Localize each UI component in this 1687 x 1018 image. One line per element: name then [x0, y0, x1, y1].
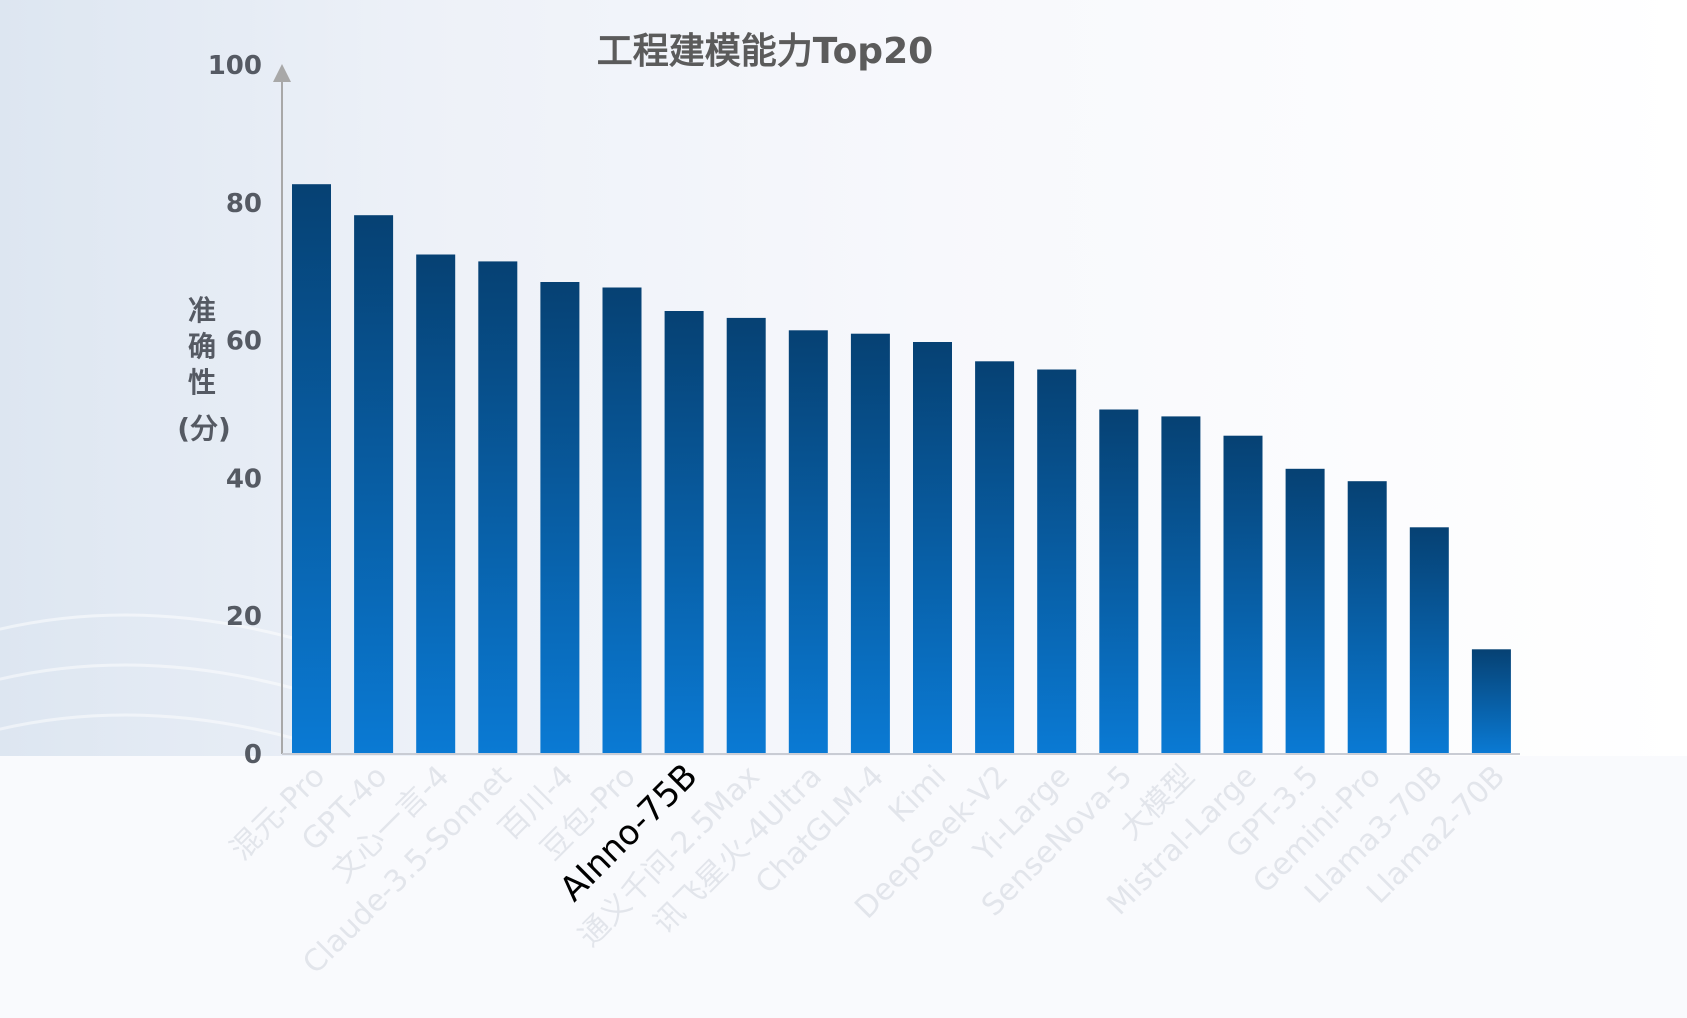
bar: [1285, 468, 1325, 754]
bar: [1161, 416, 1201, 754]
bar: [354, 215, 394, 754]
bar: [602, 287, 642, 754]
y-axis-label-char-2: 确: [188, 330, 216, 363]
y-tick-label: 20: [226, 602, 262, 632]
background-decoration: [0, 613, 301, 742]
bar: [726, 317, 766, 754]
y-tick-label: 80: [226, 189, 262, 219]
y-tick-label: 40: [226, 464, 262, 494]
bar: [850, 333, 890, 754]
y-axis-label-char-1: 准: [188, 294, 216, 327]
bar: [1223, 435, 1263, 754]
y-axis-label-unit: (分): [177, 412, 231, 445]
bar: [1347, 481, 1387, 754]
y-tick-label: 60: [226, 327, 262, 357]
decor-arc-1: [0, 613, 301, 642]
decor-arc-2: [0, 663, 301, 692]
bar: [1099, 409, 1139, 754]
chart-title: 工程建模能力Top20: [597, 31, 933, 72]
bar: [1409, 527, 1449, 754]
y-axis-label-char-3: 性: [188, 366, 216, 399]
y-tick-label: 100: [208, 51, 262, 81]
axes: [273, 64, 1520, 755]
bar: [788, 330, 828, 754]
decor-arc-3: [0, 713, 301, 742]
bar: [1471, 649, 1511, 754]
bar: [292, 184, 331, 754]
y-tick-label: 0: [244, 740, 262, 770]
y-axis-label: 准 确 性 (分): [177, 294, 231, 445]
bar: [416, 254, 456, 754]
bar: [664, 311, 704, 754]
bar: [975, 361, 1015, 754]
y-axis-ticks: 0 20 40 60 80 100: [208, 51, 262, 770]
bar: [913, 342, 952, 754]
bar: [1037, 369, 1077, 754]
bar: [540, 282, 580, 754]
y-axis-arrow-icon: [273, 64, 291, 82]
label-panel: [0, 756, 1687, 1018]
bar: [478, 261, 518, 754]
bar-series: [292, 184, 1511, 754]
